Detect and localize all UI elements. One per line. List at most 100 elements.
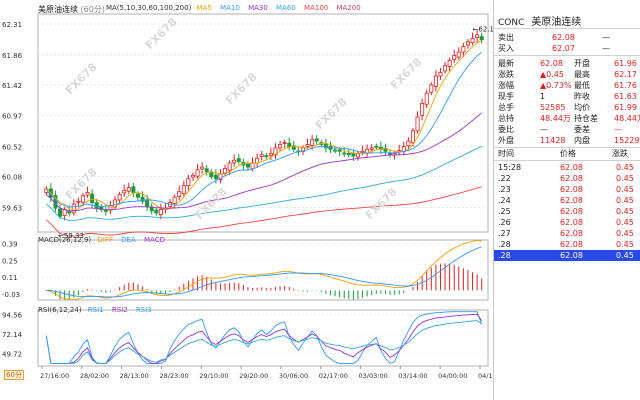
quote-value: 61.99 [614, 103, 637, 112]
quote-value: 48.44万 [614, 114, 640, 123]
candle-body [154, 209, 159, 214]
rsi3-line [45, 320, 482, 364]
trade-time: 15:28 [498, 163, 522, 172]
price-chart[interactable]: 62.31 61.86 61.42 60.97 60.52 60.08 59.63 ←59.3… [0, 0, 493, 400]
x-tick-label: 30/06:00 [279, 372, 308, 380]
quote-value: 61.63 [614, 92, 637, 101]
trade-chg: 0.45 [616, 185, 634, 194]
candle-body [140, 196, 145, 202]
trade-time: .26 [498, 218, 511, 227]
x-tick-label: 04/11:00 [478, 372, 493, 380]
buy-row: 买入 62.07 — [494, 43, 639, 54]
candle-body [62, 209, 67, 216]
trade-chg: 0.45 [616, 207, 634, 216]
trade-price: 62.08 [560, 229, 583, 238]
macd-label: MACD(26,12,9) [38, 236, 92, 244]
candle-body [200, 166, 205, 170]
ma-line-ma5 [46, 39, 482, 211]
quote-row: 涨幅 ▲0.73% 最低 61.76 [494, 80, 639, 91]
quote-value: 15229 [614, 136, 640, 145]
candle-body [314, 138, 319, 142]
candle-body [204, 168, 209, 173]
trades-header: 时间 价格 涨跌 [494, 148, 639, 159]
candle-body [429, 84, 434, 93]
x-tick-label: 29/20:00 [239, 372, 268, 380]
trade-row[interactable]: .28 62.08 0.45 [494, 239, 640, 250]
quote-label: 最高 [574, 70, 590, 79]
macd-tick-label: 0.25 [2, 257, 18, 265]
candle-body [245, 163, 250, 168]
candle-body [259, 154, 264, 157]
rsi-tick-label: 49.72 [2, 350, 22, 358]
symbol-name: 美原油连续 [38, 5, 78, 14]
candle-body [172, 196, 177, 204]
candle-body [223, 168, 228, 174]
y-tick-label: 60.52 [2, 144, 22, 152]
trade-price: 62.08 [560, 185, 583, 194]
quote-label: 现手 [498, 92, 514, 101]
trade-time: .22 [498, 174, 511, 183]
sell-row: 卖出 62.08 — [494, 32, 639, 43]
candle-body [278, 144, 283, 149]
candle-body [447, 59, 452, 67]
candle-body [415, 116, 420, 132]
sell-price: 62.08 [552, 33, 575, 42]
candle-body [305, 144, 310, 147]
trades-time-header: 时间 [498, 149, 514, 158]
rsi-tick-label: 72.14 [2, 331, 23, 339]
candle-body [236, 158, 241, 162]
candle-body [443, 65, 448, 72]
quote-title: CONC 美原油连续 [498, 13, 581, 28]
watermark-text: FX678 [143, 15, 180, 52]
trade-price: 62.08 [560, 163, 583, 172]
candle-body [346, 152, 351, 156]
trade-row[interactable]: .23 62.08 0.45 [494, 184, 640, 195]
candle-body [117, 194, 122, 201]
trade-time: .25 [498, 207, 511, 216]
trade-price: 62.08 [560, 196, 583, 205]
candle-body [145, 199, 150, 207]
quote-value: 61.96 [614, 59, 637, 68]
dea-line [46, 246, 482, 298]
trade-price: 62.08 [560, 251, 583, 260]
quote-label: 涨幅 [498, 81, 514, 90]
trade-row[interactable]: .27 62.08 0.45 [494, 228, 640, 239]
price-pane-border [37, 13, 489, 233]
trade-chg: 0.45 [616, 174, 634, 183]
period-button[interactable]: 60分 [4, 370, 24, 380]
candle-body [461, 46, 466, 53]
quote-label: 委差 [574, 125, 590, 134]
quote-value: ▲0.45 [540, 70, 564, 79]
watermark-text: FX678 [363, 185, 400, 222]
macd-legend: MACD(26,12,9) DIFF DEA MACD [38, 236, 165, 244]
candle-body [227, 162, 232, 171]
macd-tick-label: -0.03 [2, 291, 20, 299]
candle-body [479, 36, 484, 41]
quote-label: 持仓差 [574, 114, 598, 123]
trade-row[interactable]: .24 62.08 0.45 [494, 195, 640, 206]
quote-row: 总手 52585 均价 61.99 [494, 102, 639, 113]
quote-row: 委比 — 委差 — [494, 124, 639, 135]
trade-row[interactable]: .22 62.08 0.45 [494, 173, 640, 184]
x-tick-label: 02/17:00 [319, 372, 348, 380]
candle-body [103, 209, 108, 212]
quote-value: 11428 [540, 136, 566, 145]
candle-body [323, 144, 328, 149]
quote-label: 开盘 [574, 59, 590, 68]
quote-row: 现手 1 昨收 61.63 [494, 91, 639, 102]
trade-chg: 0.45 [616, 240, 634, 249]
buy-price: 62.07 [552, 44, 575, 53]
trade-row[interactable]: 15:28 62.08 0.45 [494, 162, 640, 173]
rsi-pane-border [37, 309, 489, 367]
x-tick-label: 28/13:00 [120, 372, 149, 380]
candle-body [273, 147, 278, 156]
quote-value: 62.17 [614, 70, 637, 79]
y-tick-label: 61.42 [2, 82, 22, 90]
trade-row[interactable]: .25 62.08 0.45 [494, 206, 640, 217]
candle-body [90, 193, 95, 204]
candle-body [282, 142, 287, 144]
trade-row[interactable]: .26 62.08 0.45 [494, 217, 640, 228]
trades-price-header: 价格 [560, 149, 576, 158]
trade-row[interactable]: .28 62.08 0.45 [494, 250, 640, 261]
